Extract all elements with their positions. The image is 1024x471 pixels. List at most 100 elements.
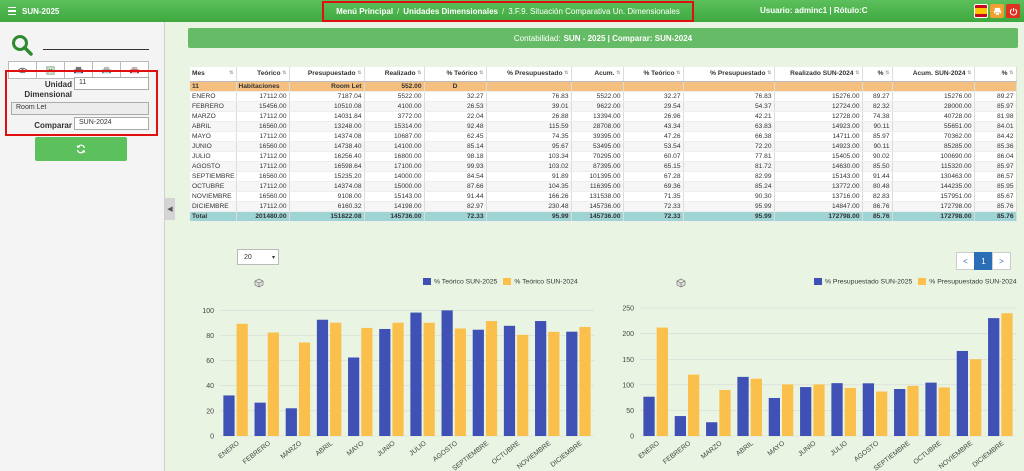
- collapse-sidebar-handle[interactable]: ◀: [165, 198, 175, 220]
- chevron-down-icon: ▾: [271, 254, 275, 261]
- table-row[interactable]: MAYO 17112.00 14374.08 10687.00 62.45 74.35 39…: [190, 131, 1017, 142]
- column-header[interactable]: % Teórico ⇅: [623, 67, 684, 82]
- table-cell: 12728.00: [774, 111, 863, 122]
- banner-text: SUN - 2025 | Comparar: SUN-2024: [563, 33, 693, 43]
- table-row[interactable]: OCTUBRE 17112.00 14374.08 15000.00 87.66 104.…: [190, 181, 1017, 192]
- column-header[interactable]: % Presupuestado ⇅: [486, 67, 572, 82]
- table-cell: [974, 81, 1017, 92]
- sort-icon: ⇅: [1009, 70, 1014, 76]
- teorico-bar-chart: 0 20 40 60 80 100 ENERO FEBRERO MARZO ABRIL MAYO JU…: [202, 308, 594, 471]
- column-header[interactable]: Presupuestado ⇅: [289, 67, 365, 82]
- table-cell: OCTUBRE: [190, 181, 237, 192]
- column-header[interactable]: % ⇅: [974, 67, 1017, 82]
- column-header[interactable]: Realizado SUN-2024 ⇅: [774, 67, 863, 82]
- column-header[interactable]: Mes ⇅: [190, 67, 237, 82]
- legend-item[interactable]: % Teórico SUN-2024: [503, 278, 578, 285]
- table-row[interactable]: ABRIL 16560.00 13248.00 15314.00 92.48 115.59…: [190, 121, 1017, 132]
- page-size-select[interactable]: 20 ▾: [237, 249, 279, 265]
- table-cell: 95.99: [486, 211, 572, 222]
- sort-icon: ⇅: [479, 70, 484, 76]
- power-icon[interactable]: [1006, 4, 1020, 18]
- breadcrumb-home[interactable]: Menú Principal: [336, 7, 394, 16]
- column-header[interactable]: Acum. SUN-2024 ⇅: [892, 67, 975, 82]
- bar-series-a: [925, 382, 937, 436]
- printer-icon[interactable]: [990, 4, 1004, 18]
- table-row[interactable]: ENERO 17112.00 7187.04 5522.00 32.27 76.83 552…: [190, 91, 1017, 102]
- table-row[interactable]: JUNIO 16560.00 14738.40 14100.00 85.14 95.67 5…: [190, 141, 1017, 152]
- table-cell: 22.04: [424, 111, 487, 122]
- bar-series-b: [970, 359, 982, 436]
- table-cell: 201480.00: [236, 211, 290, 222]
- table-cell: 63.83: [683, 121, 775, 132]
- breadcrumb-section[interactable]: Unidades Dimensionales: [403, 7, 498, 16]
- table-cell: 13772.00: [774, 181, 863, 192]
- app-title: SUN-2025: [22, 6, 60, 16]
- bar-series-a: [441, 310, 453, 436]
- category-row[interactable]: 11 Habitaciones Room Let 552.00 D: [190, 81, 1017, 92]
- parameters-box: [5, 70, 158, 136]
- cube-icon[interactable]: [676, 278, 686, 288]
- breadcrumb-separator: /: [397, 7, 400, 16]
- table-cell: 15276.00: [774, 91, 863, 102]
- table-cell: [892, 81, 975, 92]
- search-icon[interactable]: [11, 34, 33, 56]
- table-cell: 9108.00: [289, 191, 365, 202]
- column-header[interactable]: Acum. ⇅: [571, 67, 624, 82]
- table-cell: 28708.00: [571, 121, 624, 132]
- column-header[interactable]: % ⇅: [862, 67, 893, 82]
- table-cell: 15405.00: [774, 151, 863, 162]
- table-row[interactable]: JULIO 17112.00 16256.40 16800.00 98.18 103.34…: [190, 151, 1017, 162]
- x-tick-label: ABRIL: [315, 440, 335, 458]
- column-header[interactable]: Teórico ⇅: [236, 67, 290, 82]
- table-row[interactable]: AGOSTO 17112.00 16598.64 17100.00 99.93 103.0…: [190, 161, 1017, 172]
- column-header[interactable]: Realizado ⇅: [364, 67, 425, 82]
- table-row[interactable]: FEBRERO 15456.00 10510.08 4100.00 26.53 39.01…: [190, 101, 1017, 112]
- table-cell: 81.72: [683, 161, 775, 172]
- bar-series-a: [674, 416, 686, 436]
- bar-series-b: [392, 322, 404, 436]
- table-cell: 82.83: [862, 191, 893, 202]
- table-cell: 14198.00: [364, 201, 425, 212]
- prev-page-button[interactable]: <: [956, 252, 975, 270]
- unidad-input[interactable]: 11: [74, 77, 149, 90]
- y-tick-label: 20: [206, 408, 214, 415]
- table-cell: 552.00: [364, 81, 425, 92]
- cube-icon[interactable]: [254, 278, 264, 288]
- table-cell: 6160.32: [289, 201, 365, 212]
- bar-series-b: [236, 323, 248, 436]
- bar-series-a: [706, 422, 718, 436]
- menu-icon[interactable]: [4, 3, 20, 19]
- table-cell: 95.67: [486, 141, 572, 152]
- table-cell: 9622.00: [571, 101, 624, 112]
- table-row[interactable]: DICIEMBRE 17112.00 6160.32 14198.00 82.97 230…: [190, 201, 1017, 212]
- total-row[interactable]: Total 201480.00 151822.08 145736.00 72.33 95.…: [190, 211, 1017, 222]
- comparar-input[interactable]: SUN-2024: [74, 117, 149, 130]
- table-cell: 32.27: [424, 91, 487, 102]
- bar-series-a: [472, 329, 484, 436]
- refresh-button[interactable]: [35, 137, 127, 161]
- spain-flag-icon[interactable]: [974, 4, 988, 18]
- legend-item[interactable]: % Presupuestado SUN-2024: [918, 278, 1017, 285]
- table-cell: 77.81: [683, 151, 775, 162]
- legend-item[interactable]: % Presupuestado SUN-2025: [814, 278, 912, 285]
- column-header[interactable]: % Teórico ⇅: [424, 67, 487, 82]
- column-header[interactable]: % Presupuestado ⇅: [683, 67, 775, 82]
- sort-icon: ⇅: [855, 70, 860, 76]
- page-button[interactable]: 1: [974, 252, 993, 270]
- bar-series-b: [330, 322, 342, 436]
- table-row[interactable]: SEPTIEMBRE 16560.00 15235.20 14000.00 84.54 9…: [190, 171, 1017, 182]
- table-cell: ABRIL: [190, 121, 237, 132]
- next-page-button[interactable]: >: [992, 252, 1011, 270]
- table-cell: 74.38: [862, 111, 893, 122]
- legend-item[interactable]: % Teórico SUN-2025: [423, 278, 497, 285]
- table-cell: ENERO: [190, 91, 237, 102]
- table-cell: 86.04: [974, 151, 1017, 162]
- table-cell: 100690.00: [892, 151, 975, 162]
- table-cell: 13716.00: [774, 191, 863, 202]
- table-row[interactable]: NOVIEMBRE 16560.00 9108.00 15143.00 91.44 166…: [190, 191, 1017, 202]
- table-cell: 89.27: [974, 91, 1017, 102]
- table-cell: 81.98: [974, 111, 1017, 122]
- table-cell: 91.44: [424, 191, 487, 202]
- table-row[interactable]: MARZO 17112.00 14031.84 3772.00 22.04 26.88 13…: [190, 111, 1017, 122]
- table-cell: 14711.00: [774, 131, 863, 142]
